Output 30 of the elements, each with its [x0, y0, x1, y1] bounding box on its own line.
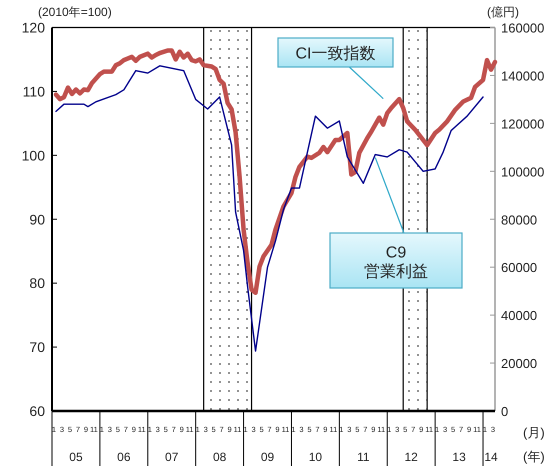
- y2-tick-label: 120000: [501, 116, 544, 132]
- y2-tick-label: 0: [501, 404, 508, 419]
- x2-tick-label: 07: [165, 450, 179, 464]
- y2-tick-label: 100000: [501, 164, 544, 180]
- y-axis-title: (2010年=100): [38, 5, 112, 19]
- x2-tick-label: 14: [484, 450, 498, 464]
- x2-axis-title: (年): [523, 449, 545, 464]
- y2-tick-label: 60000: [501, 260, 538, 276]
- y2-tick-label: 40000: [501, 308, 538, 324]
- x2-tick-label: 10: [308, 450, 322, 464]
- y-tick-label: 120: [22, 20, 46, 36]
- x-axis-title: (月): [523, 425, 545, 440]
- y-tick-label: 60: [29, 403, 46, 419]
- x2-tick-label: 06: [117, 450, 131, 464]
- y2-tick-label: 140000: [501, 68, 544, 84]
- y2-tick-label: 80000: [501, 212, 538, 228]
- x2-tick-label: 08: [212, 450, 227, 464]
- x2-tick-label: 09: [260, 450, 275, 464]
- y2-axis-title: (億円): [487, 5, 519, 19]
- x2-tick-label: 12: [404, 450, 418, 464]
- y-tick-label: 70: [29, 339, 46, 356]
- x2-tick-label: 05: [69, 450, 83, 464]
- y-tick-label: 110: [22, 83, 46, 100]
- y2-tick-label: 20000: [501, 356, 538, 372]
- x2-tick-label: 11: [357, 450, 370, 464]
- y-tick-label: 80: [29, 275, 46, 292]
- y-tick-label: 100: [22, 147, 46, 164]
- y-tick-label: 90: [29, 211, 46, 228]
- y2-tick-label: 160000: [501, 20, 544, 36]
- x2-tick-label: 13: [452, 450, 466, 464]
